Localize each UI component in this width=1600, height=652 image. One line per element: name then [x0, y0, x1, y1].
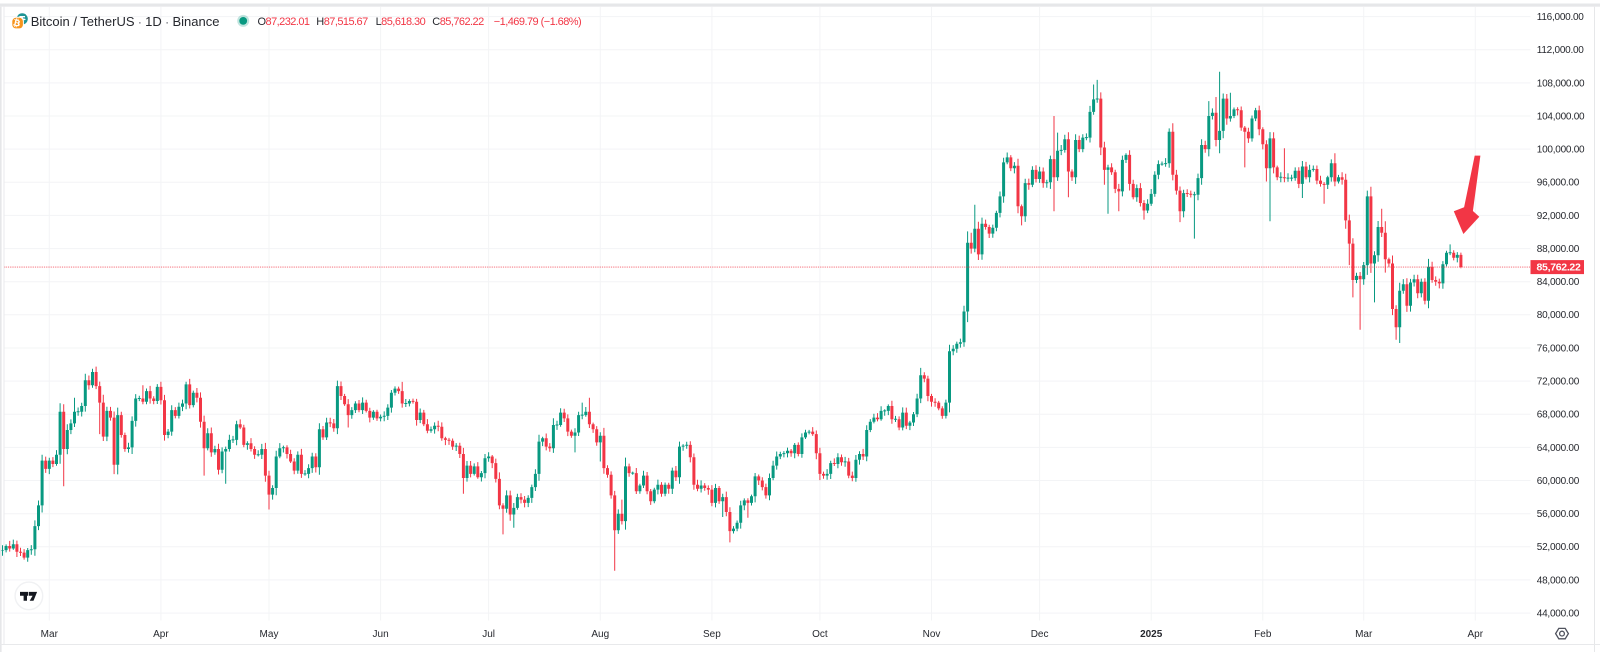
svg-text:Bitcoin / TetherUS · 1D · Bina: Bitcoin / TetherUS · 1D · Binance	[31, 14, 220, 29]
svg-text:C85,762.22: C85,762.22	[432, 16, 484, 28]
svg-text:100,000.00: 100,000.00	[1537, 145, 1585, 156]
svg-text:56,000.00: 56,000.00	[1537, 509, 1580, 520]
svg-text:108,000.00: 108,000.00	[1537, 78, 1585, 89]
svg-text:112,000.00: 112,000.00	[1537, 45, 1584, 56]
svg-text:Apr: Apr	[153, 629, 169, 640]
svg-text:Apr: Apr	[1468, 629, 1484, 640]
svg-text:L85,618.30: L85,618.30	[376, 16, 426, 28]
svg-text:Sep: Sep	[703, 629, 721, 640]
svg-text:52,000.00: 52,000.00	[1537, 542, 1580, 553]
svg-text:92,000.00: 92,000.00	[1537, 211, 1580, 222]
svg-text:Jun: Jun	[373, 629, 389, 640]
svg-text:116,000.00: 116,000.00	[1537, 12, 1584, 23]
svg-text:May: May	[260, 629, 279, 640]
svg-text:Oct: Oct	[812, 629, 828, 640]
svg-text:64,000.00: 64,000.00	[1537, 443, 1580, 454]
svg-text:68,000.00: 68,000.00	[1537, 410, 1580, 421]
svg-text:H87,515.67: H87,515.67	[316, 16, 368, 28]
svg-text:85,762.22: 85,762.22	[1537, 262, 1581, 274]
svg-text:Aug: Aug	[591, 629, 609, 640]
svg-text:O87,232.01: O87,232.01	[258, 16, 310, 28]
svg-text:60,000.00: 60,000.00	[1537, 476, 1580, 487]
svg-text:48,000.00: 48,000.00	[1537, 575, 1580, 586]
svg-text:104,000.00: 104,000.00	[1537, 111, 1585, 122]
svg-text:84,000.00: 84,000.00	[1537, 277, 1580, 288]
svg-text:Mar: Mar	[1355, 629, 1373, 640]
svg-text:72,000.00: 72,000.00	[1537, 377, 1580, 388]
svg-text:−1,469.79 (−1.68%): −1,469.79 (−1.68%)	[494, 16, 581, 28]
svg-text:2025: 2025	[1140, 629, 1163, 640]
svg-text:88,000.00: 88,000.00	[1537, 244, 1580, 255]
svg-text:76,000.00: 76,000.00	[1537, 343, 1580, 354]
svg-text:96,000.00: 96,000.00	[1537, 178, 1580, 189]
svg-text:44,000.00: 44,000.00	[1537, 609, 1580, 620]
svg-text:Jul: Jul	[482, 629, 495, 640]
svg-text:80,000.00: 80,000.00	[1537, 310, 1580, 321]
svg-text:Feb: Feb	[1254, 629, 1272, 640]
svg-text:Dec: Dec	[1031, 629, 1049, 640]
svg-text:Mar: Mar	[41, 629, 59, 640]
svg-text:Nov: Nov	[923, 629, 941, 640]
